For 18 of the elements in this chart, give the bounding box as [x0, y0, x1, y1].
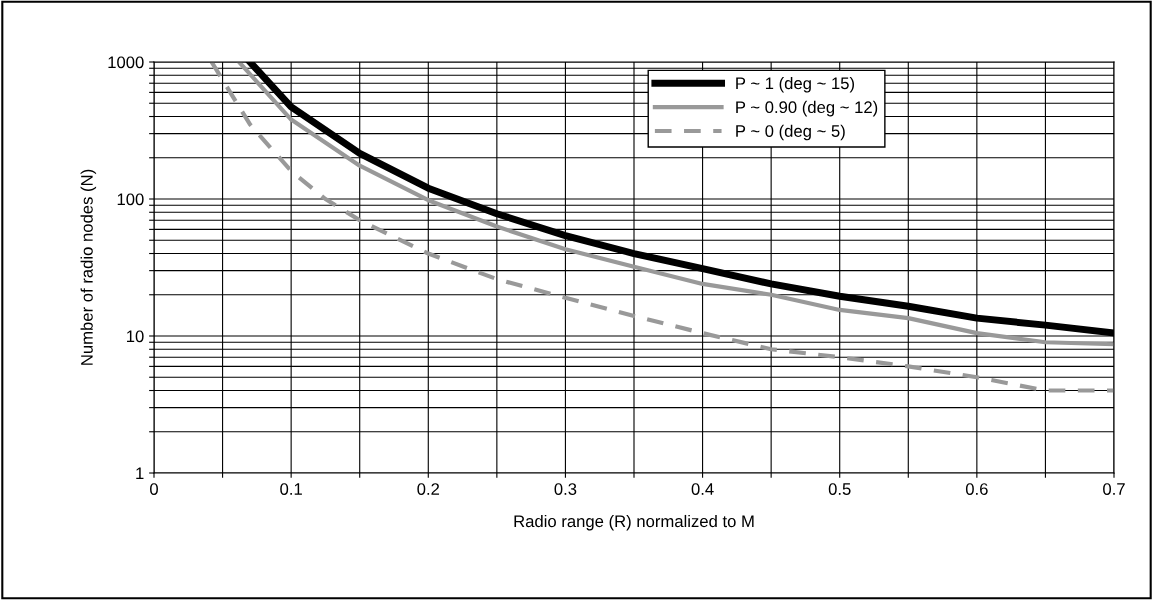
- x-tick-label: 0: [150, 483, 158, 495]
- y-tick-label: 10: [127, 330, 144, 343]
- legend-label: P ~ 1 (deg ~ 15): [736, 77, 854, 93]
- x-axis-title: Radio range (R) normalized to M: [514, 514, 754, 531]
- x-tick-label: 0.1: [280, 483, 302, 495]
- y-axis-title: Number of radio nodes (N): [80, 169, 97, 365]
- y-tick-label: 1: [136, 467, 144, 480]
- x-tick-label: 0.3: [554, 483, 577, 495]
- x-tick-label: 0.4: [691, 483, 714, 495]
- legend-label: P ~ 0 (deg ~ 5): [736, 124, 845, 141]
- legend-label: P ~ 0.90 (deg ~ 12): [736, 100, 878, 117]
- x-tick-label: 0.5: [828, 483, 851, 495]
- line-series: [209, 62, 1114, 393]
- x-tick-label: 0.6: [965, 483, 988, 495]
- x-tick-label: 0.7: [1103, 483, 1125, 495]
- y-tick-label: 100: [117, 193, 144, 206]
- x-tick-label: 0.2: [417, 483, 440, 495]
- y-tick-label: 1000: [108, 56, 144, 69]
